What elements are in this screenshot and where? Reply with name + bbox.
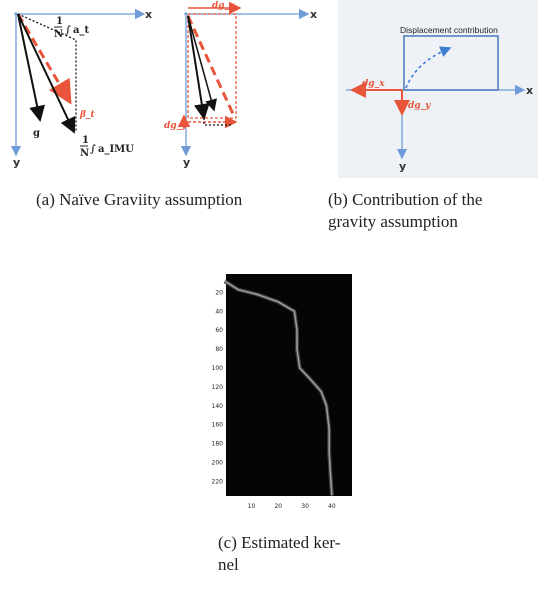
- beta-label: β_t: [79, 110, 95, 120]
- contribution-curve: [405, 46, 452, 89]
- x-axis-label: x: [310, 8, 317, 21]
- figure-b-diagram: x y Displacement contribution dg_x dg_y: [338, 0, 538, 178]
- box-title: Displacement contribution: [400, 25, 498, 35]
- figure-a-right-diagram: x y dg_x dg_y: [164, 1, 317, 168]
- y-tick-label: 40: [215, 308, 223, 315]
- g-vector: [17, 13, 45, 122]
- displacement-box: [403, 35, 499, 91]
- caption-a: (a) Naïve Graviity assumption: [36, 190, 243, 209]
- dgx-label: dg_x: [362, 79, 385, 89]
- y-tick-label: 200: [212, 459, 224, 466]
- dgy-label: dg_y: [408, 101, 431, 111]
- y-axis-label: y: [13, 156, 20, 168]
- y-tick-label: 140: [212, 403, 224, 410]
- caption-c-line1: (c) Estimated ker-: [218, 533, 341, 552]
- y-tick-label: 160: [212, 422, 224, 429]
- y-axis-label: y: [399, 160, 406, 173]
- caption-b: (b) Contribution of the gravity assumpti…: [328, 189, 482, 233]
- frac-one-a: 1: [56, 16, 63, 27]
- caption-c-line2: nel: [218, 555, 239, 574]
- dgx-label: dg_x: [212, 1, 235, 11]
- frac-n-a: N: [54, 29, 63, 40]
- y-axis-label: y: [183, 156, 190, 168]
- beta-vector: [186, 15, 236, 117]
- beta-vector: [16, 13, 72, 105]
- caption-b-line2: gravity assumption: [328, 212, 458, 231]
- at-label: a_t: [73, 25, 89, 36]
- frac-one-b: 1: [82, 135, 89, 146]
- x-tick-label: 30: [301, 503, 309, 510]
- x-tick-label: 10: [248, 503, 256, 510]
- x-tick-label: 40: [328, 503, 336, 510]
- dgy-label: dg_y: [164, 121, 187, 131]
- caption-c: (c) Estimated ker- nel: [218, 532, 340, 576]
- integral-sign-b: ∫: [90, 144, 96, 155]
- y-tick-label: 180: [212, 441, 224, 448]
- x-tick-label: 20: [274, 503, 282, 510]
- x-axis-label: x: [145, 8, 152, 21]
- caption-b-line1: (b) Contribution of the: [328, 190, 483, 209]
- y-tick-label: 100: [212, 365, 224, 372]
- x-axis-label: x: [526, 84, 533, 97]
- g-label: g: [33, 128, 40, 139]
- y-tick-label: 80: [215, 346, 223, 353]
- y-tick-label: 120: [212, 384, 224, 391]
- integral-sign-a: ∫: [65, 25, 71, 36]
- frac-n-b: N: [80, 148, 89, 159]
- figure-a-left-diagram: x y 1 N ∫ a_t β_t g 1 N ∫ a_IMU: [10, 8, 152, 168]
- figure-c-kernel-heatmap: 20 40 60 80 100 120 140 160 180 200 220 10 20 30 40: [212, 274, 352, 510]
- aimu-vector: [17, 13, 76, 134]
- at-dotted-path: [17, 13, 77, 132]
- y-tick-label: 60: [215, 327, 223, 334]
- aimu-label: a_IMU: [98, 144, 134, 155]
- kernel-trace: [224, 280, 333, 496]
- dg-rectangle: [187, 13, 237, 119]
- y-tick-label: 20: [215, 289, 223, 296]
- y-tick-label: 220: [212, 478, 224, 485]
- g-vector: [187, 15, 210, 120]
